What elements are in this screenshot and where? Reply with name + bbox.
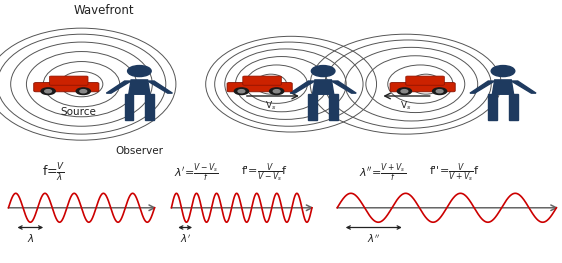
Text: V$_s$: V$_s$ <box>265 99 277 112</box>
Circle shape <box>401 90 408 93</box>
Circle shape <box>270 88 284 94</box>
FancyBboxPatch shape <box>243 76 282 85</box>
Circle shape <box>80 90 87 93</box>
Polygon shape <box>511 81 536 93</box>
Circle shape <box>76 88 90 94</box>
Text: f'=$\frac{V}{V-V_s}$f: f'=$\frac{V}{V-V_s}$f <box>241 161 288 184</box>
Text: f''=$\frac{V}{V+V_s}$f: f''=$\frac{V}{V+V_s}$f <box>429 161 479 184</box>
Text: Observer: Observer <box>115 146 164 156</box>
Circle shape <box>238 90 245 93</box>
Circle shape <box>436 90 443 93</box>
FancyBboxPatch shape <box>34 83 99 92</box>
Text: Source: Source <box>61 107 97 117</box>
Circle shape <box>311 65 335 77</box>
FancyBboxPatch shape <box>406 76 445 85</box>
Polygon shape <box>145 94 154 120</box>
Polygon shape <box>488 94 497 120</box>
Polygon shape <box>470 81 495 93</box>
Polygon shape <box>309 94 317 120</box>
Circle shape <box>273 90 280 93</box>
Circle shape <box>433 88 447 94</box>
Text: V$_s$: V$_s$ <box>400 99 411 112</box>
Text: $\lambda'$=$\frac{V-V_s}{f}$: $\lambda'$=$\frac{V-V_s}{f}$ <box>174 161 219 184</box>
Polygon shape <box>329 94 338 120</box>
Text: $\lambda''$: $\lambda''$ <box>367 232 380 245</box>
FancyBboxPatch shape <box>49 76 88 85</box>
Circle shape <box>234 88 248 94</box>
FancyBboxPatch shape <box>390 83 455 92</box>
Polygon shape <box>312 80 334 94</box>
Text: $\lambda''$=$\frac{V+V_s}{f}$: $\lambda''$=$\frac{V+V_s}{f}$ <box>359 161 406 184</box>
Text: $\lambda$: $\lambda$ <box>26 232 34 244</box>
Circle shape <box>397 88 411 94</box>
Polygon shape <box>290 81 315 93</box>
Polygon shape <box>332 81 356 93</box>
Polygon shape <box>492 80 514 94</box>
Text: $\lambda'$: $\lambda'$ <box>179 232 191 245</box>
Circle shape <box>128 65 151 77</box>
Circle shape <box>41 88 55 94</box>
Polygon shape <box>509 94 518 120</box>
Polygon shape <box>125 94 134 120</box>
Circle shape <box>491 65 515 77</box>
Polygon shape <box>106 81 131 93</box>
Polygon shape <box>148 81 173 93</box>
Polygon shape <box>129 80 150 94</box>
Text: f=$\frac{V}{\lambda}$: f=$\frac{V}{\lambda}$ <box>42 161 65 184</box>
Circle shape <box>45 90 52 93</box>
FancyBboxPatch shape <box>227 83 292 92</box>
Text: Wavefront: Wavefront <box>74 4 134 17</box>
